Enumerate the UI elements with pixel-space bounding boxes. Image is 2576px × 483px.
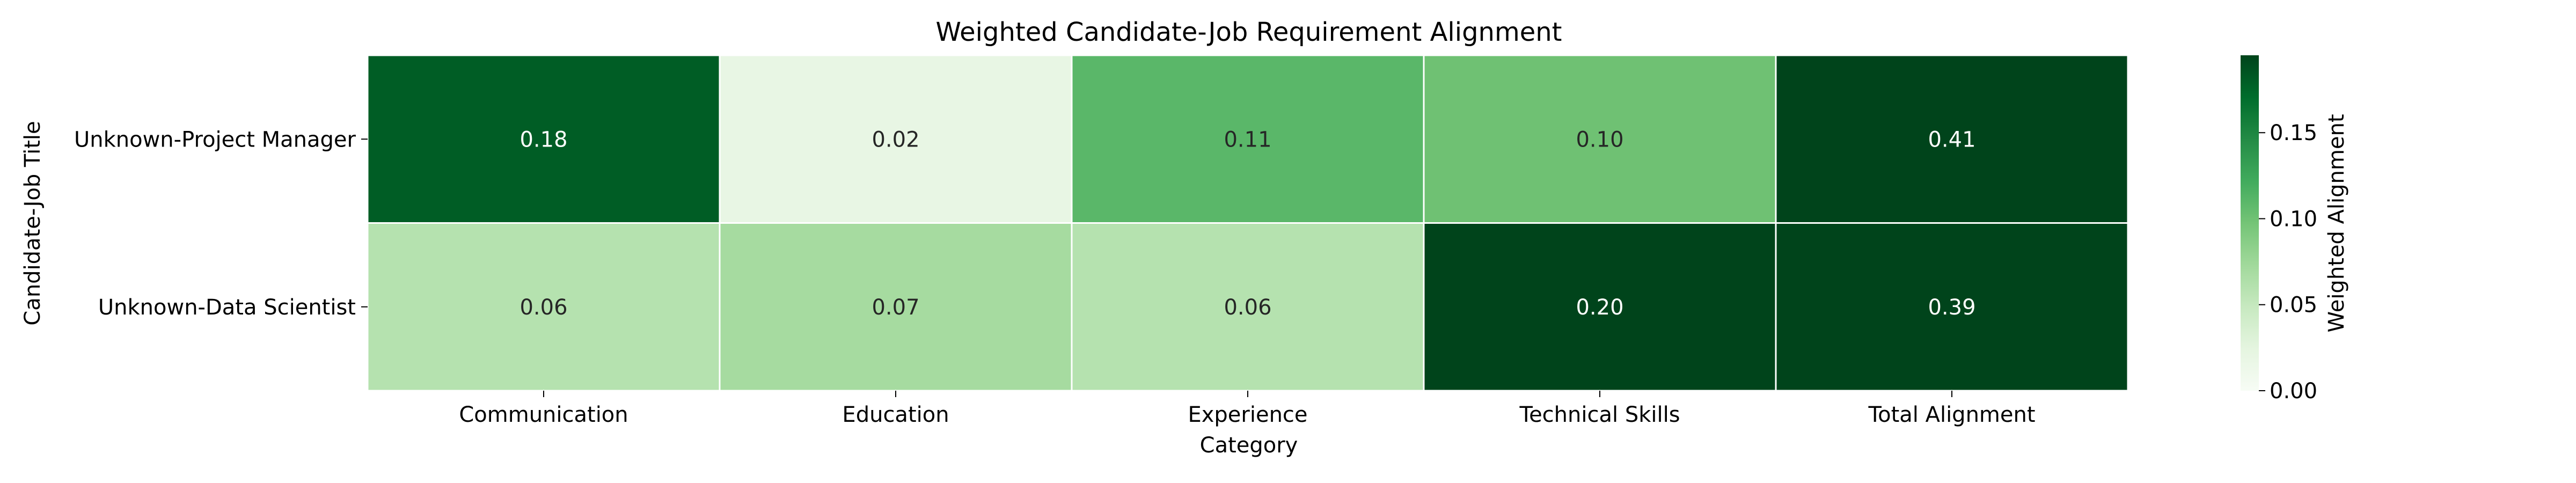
colorbar-tick-label: 0.10 (2270, 207, 2317, 231)
cell-value-label: 0.18 (519, 127, 567, 152)
cell-value-label: 0.39 (1928, 295, 1975, 320)
cell-value-label: 0.20 (1576, 295, 1623, 320)
chart-title: Weighted Candidate-Job Requirement Align… (936, 17, 1562, 47)
cell-value-label: 0.06 (1224, 295, 1271, 320)
heatmap-cell (1071, 222, 1425, 392)
x-axis: Communication Education Experience Technica… (459, 391, 2036, 427)
colorbar-gradient (2241, 55, 2259, 391)
y-tick-label: Unknown-Project Manager (74, 127, 356, 152)
x-tick-label: Total Alignment (1868, 402, 2035, 427)
cell-value-label: 0.10 (1576, 127, 1623, 152)
colorbar-tick-label: 0.00 (2270, 379, 2317, 404)
heatmap-cell-labels: 0.18 0.02 0.11 0.10 0.41 0.06 0.07 0.06 0.20 0.39 (519, 127, 1975, 320)
colorbar-label: Weighted Alignment (2324, 114, 2349, 332)
heatmap-cell (1071, 54, 1425, 224)
heatmap-cells (367, 54, 2129, 392)
x-tick-label: Communication (459, 402, 628, 427)
colorbar: 0.00 0.05 0.10 0.15 Weighted Alignment (2241, 55, 2349, 404)
x-tick-label: Experience (1188, 402, 1307, 427)
cell-value-label: 0.41 (1928, 127, 1975, 152)
x-tick-label: Technical Skills (1519, 402, 1680, 427)
heatmap-cell (367, 222, 721, 392)
colorbar-ticks: 0.00 0.05 0.10 0.15 (2259, 121, 2317, 404)
colorbar-tick-label: 0.05 (2270, 293, 2317, 318)
cell-value-label: 0.06 (519, 295, 567, 320)
y-tick-label: Unknown-Data Scientist (98, 295, 356, 320)
y-axis-label: Candidate-Job Title (20, 121, 45, 325)
heatmap-cell (367, 54, 721, 224)
x-tick-label: Education (842, 402, 949, 427)
heatmap-cell (1775, 222, 2129, 392)
heatmap-cell (719, 54, 1073, 224)
cell-value-label: 0.07 (872, 295, 919, 320)
heatmap-cell (1775, 54, 2129, 224)
colorbar-tick-label: 0.15 (2270, 121, 2317, 145)
x-axis-label: Category (1200, 433, 1298, 458)
y-axis: Unknown-Project Manager Unknown-Data Scie… (74, 127, 368, 320)
cell-value-label: 0.02 (872, 127, 919, 152)
heatmap-cell (1423, 54, 1777, 224)
cell-value-label: 0.11 (1224, 127, 1271, 152)
